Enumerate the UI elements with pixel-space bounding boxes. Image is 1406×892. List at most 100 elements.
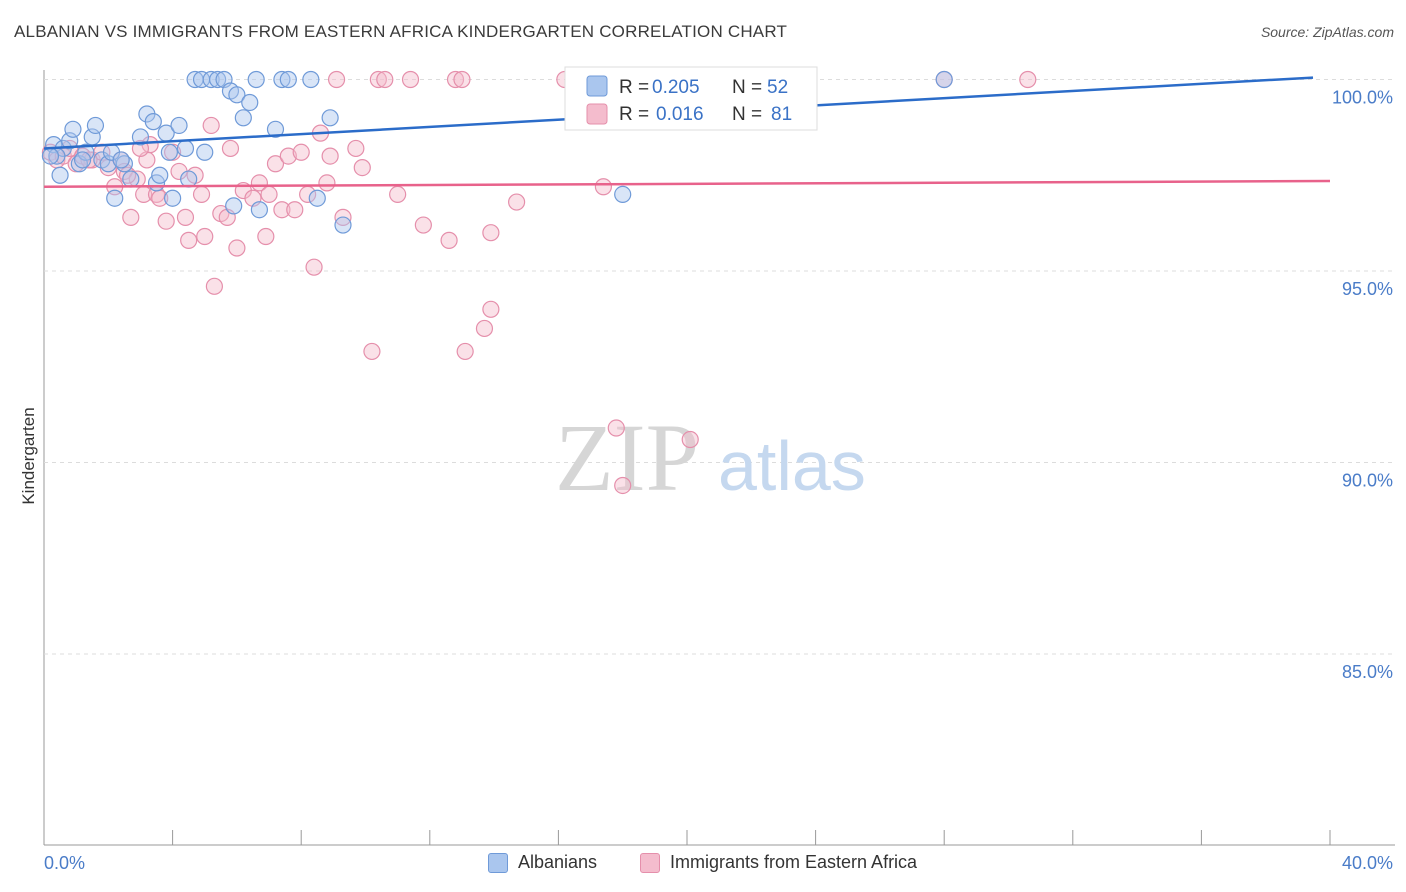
bottom-legend: Albanians Immigrants from Eastern Africa bbox=[0, 852, 1406, 876]
albanians-point bbox=[247, 70, 265, 89]
legend-n-value-1: 52 bbox=[767, 77, 788, 98]
immigrants-point bbox=[376, 70, 394, 89]
albanians-point bbox=[266, 120, 285, 138]
immigrants-point bbox=[279, 147, 297, 165]
albanians-point bbox=[64, 120, 82, 138]
albanians-point bbox=[160, 143, 178, 161]
albanians-point bbox=[250, 201, 269, 219]
albanians-point bbox=[176, 139, 195, 158]
legend-r-value-1: 0.205 bbox=[652, 77, 700, 98]
bottom-legend-immigrants[interactable]: Immigrants from Eastern Africa bbox=[640, 852, 917, 873]
immigrants-point bbox=[363, 342, 381, 361]
bottom-legend-albanians[interactable]: Albanians bbox=[488, 852, 597, 873]
immigrants-point bbox=[257, 227, 275, 246]
immigrants-point bbox=[286, 201, 304, 219]
immigrants-point bbox=[1019, 70, 1037, 89]
x-axis-ticks bbox=[43, 830, 1331, 845]
stats-legend: R = 0.205 N = 52 R = 0.016 N = 81 bbox=[564, 66, 818, 131]
x-tick-label-min: 0.0% bbox=[44, 853, 85, 873]
source-label: Source: ZipAtlas.com bbox=[1260, 24, 1394, 40]
albanians-point bbox=[321, 109, 339, 127]
immigrants-point bbox=[273, 201, 291, 219]
albanians-point bbox=[164, 189, 182, 207]
albanians-point bbox=[273, 70, 291, 89]
y-tick-label: 100.0% bbox=[1332, 88, 1393, 108]
watermark-atlas: atlas bbox=[718, 427, 866, 505]
y-tick-label: 95.0% bbox=[1342, 279, 1393, 299]
immigrants-point bbox=[614, 476, 632, 495]
y-tick-label: 85.0% bbox=[1342, 662, 1393, 682]
immigrants-point bbox=[205, 277, 223, 295]
immigrants-point bbox=[266, 155, 285, 173]
immigrants-point bbox=[196, 227, 214, 246]
immigrants-point bbox=[122, 208, 140, 226]
immigrants-point bbox=[369, 70, 387, 89]
legend-r-label-2: R = bbox=[619, 104, 649, 125]
immigrants-point bbox=[321, 147, 339, 165]
immigrants-point bbox=[318, 174, 336, 192]
immigrants-point bbox=[353, 158, 371, 177]
trend-line-immigrants bbox=[43, 179, 1331, 188]
albanians-point bbox=[144, 113, 162, 131]
albanians-point bbox=[241, 93, 259, 112]
legend-n-label-2: N = bbox=[732, 104, 762, 125]
bottom-legend-swatch-immigrants bbox=[640, 852, 660, 873]
immigrants-point bbox=[681, 430, 699, 449]
immigrants-point bbox=[202, 116, 220, 135]
legend-n-label-1: N = bbox=[732, 77, 762, 98]
albanians-point bbox=[51, 166, 69, 184]
immigrants-point bbox=[192, 185, 211, 203]
legend-r-value-2: 0.016 bbox=[656, 104, 704, 125]
immigrants-point bbox=[327, 70, 346, 89]
albanians-point bbox=[41, 147, 60, 165]
bottom-legend-label-immigrants: Immigrants from Eastern Africa bbox=[670, 852, 918, 872]
albanians-point bbox=[196, 143, 214, 161]
series-albanians-points bbox=[41, 70, 953, 234]
immigrants-point bbox=[157, 212, 175, 230]
series-immigrants-points bbox=[41, 70, 1037, 495]
bottom-legend-label-albanians: Albanians bbox=[518, 852, 598, 872]
immigrants-point bbox=[482, 224, 500, 242]
albanians-point bbox=[279, 70, 297, 89]
albanians-point bbox=[151, 166, 169, 184]
albanians-point bbox=[225, 197, 243, 215]
albanians-point bbox=[86, 116, 105, 135]
albanians-point bbox=[228, 86, 246, 104]
immigrants-point bbox=[176, 208, 195, 226]
immigrants-point bbox=[260, 185, 278, 203]
albanians-point bbox=[302, 70, 320, 89]
immigrants-point bbox=[180, 231, 198, 249]
immigrants-point bbox=[440, 231, 458, 249]
immigrants-point bbox=[414, 216, 432, 234]
albanians-point bbox=[131, 128, 150, 146]
immigrants-point bbox=[482, 300, 500, 318]
albanians-point bbox=[170, 116, 188, 135]
y-tick-label: 90.0% bbox=[1342, 471, 1393, 491]
albanians-point bbox=[209, 70, 227, 89]
immigrants-point bbox=[389, 185, 407, 203]
chart-title: ALBANIAN VS IMMIGRANTS FROM EASTERN AFRI… bbox=[14, 22, 788, 41]
legend-r-label-1: R = bbox=[619, 77, 649, 98]
y-axis-label: Kindergarten bbox=[19, 407, 38, 504]
albanians-point bbox=[180, 170, 198, 188]
albanians-point bbox=[334, 216, 352, 234]
immigrants-point bbox=[401, 70, 420, 89]
legend-swatch-immigrants bbox=[586, 103, 608, 125]
legend-n-value-2: 81 bbox=[771, 104, 792, 125]
legend-swatch-albanians bbox=[586, 75, 608, 97]
x-tick-label-max: 40.0% bbox=[1342, 853, 1393, 873]
albanians-point bbox=[308, 189, 326, 207]
immigrants-point bbox=[228, 239, 246, 257]
immigrants-point bbox=[453, 70, 471, 89]
gridlines bbox=[44, 79, 1395, 655]
albanians-point bbox=[73, 151, 92, 169]
albanians-point bbox=[122, 170, 140, 188]
y-axis-tick-labels: 100.0% 95.0% 90.0% 85.0% bbox=[1332, 88, 1393, 683]
albanians-point bbox=[935, 70, 953, 89]
immigrants-point bbox=[221, 139, 240, 158]
watermark-zip: ZIP bbox=[555, 404, 699, 511]
albanians-point bbox=[614, 185, 632, 203]
immigrants-point bbox=[456, 342, 474, 361]
immigrants-point bbox=[508, 193, 526, 211]
